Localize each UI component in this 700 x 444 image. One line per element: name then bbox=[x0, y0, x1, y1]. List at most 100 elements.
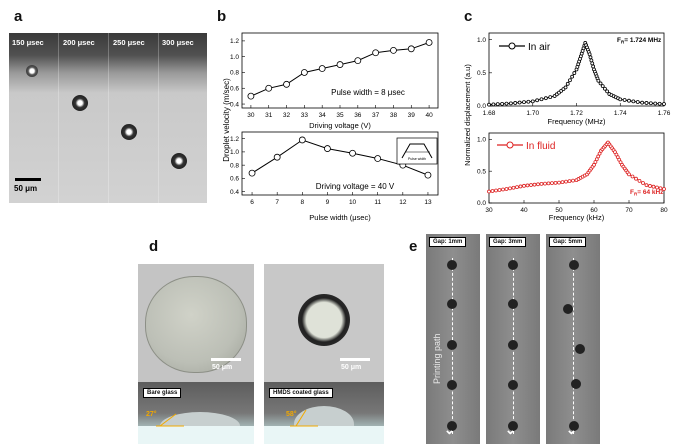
data-point bbox=[504, 101, 509, 106]
data-point bbox=[508, 186, 512, 191]
data-point bbox=[570, 74, 575, 79]
y-tick-label: 0.0 bbox=[477, 200, 486, 207]
data-point bbox=[648, 184, 652, 188]
x-tick-label: 1.70 bbox=[526, 110, 539, 117]
data-point bbox=[298, 136, 306, 144]
data-point bbox=[424, 171, 432, 179]
gap-label-5mm: Gap: 5mm bbox=[549, 237, 587, 247]
data-point bbox=[563, 85, 568, 90]
data-point bbox=[529, 183, 533, 187]
x-tick-label: 35 bbox=[336, 112, 344, 119]
data-point bbox=[597, 151, 602, 156]
panel-a-micrograph: 150 μsec 200 μsec 250 μsec 300 μsec 50 μ… bbox=[9, 33, 207, 203]
panel-e-gap-3mm: Gap: 3mm ⌄ bbox=[486, 234, 540, 444]
data-point bbox=[637, 178, 642, 183]
print-dot bbox=[575, 344, 585, 354]
data-point bbox=[511, 185, 516, 190]
data-point bbox=[571, 178, 575, 183]
x-axis-label: Driving voltage (V) bbox=[309, 121, 371, 130]
print-dot bbox=[508, 380, 518, 390]
data-point bbox=[553, 180, 558, 185]
x-tick-label: 36 bbox=[354, 112, 362, 119]
x-tick-label: 6 bbox=[250, 199, 254, 206]
y-tick-label: 0.0 bbox=[477, 103, 486, 110]
data-point bbox=[508, 101, 513, 106]
scale-bar-d-right bbox=[340, 358, 370, 361]
caption-hmds-glass: HMDS coated glass bbox=[269, 388, 333, 398]
data-point bbox=[349, 149, 356, 157]
y-tick-label: 0.8 bbox=[230, 162, 239, 169]
time-label-200: 200 μsec bbox=[63, 38, 95, 47]
print-dot bbox=[569, 260, 579, 270]
data-point bbox=[354, 57, 362, 65]
data-point bbox=[494, 188, 498, 193]
data-point bbox=[565, 81, 570, 86]
droplet-250 bbox=[121, 124, 137, 140]
print-dot bbox=[447, 380, 457, 390]
series-line-2 bbox=[488, 41, 665, 106]
x-tick-label: 13 bbox=[424, 199, 432, 206]
x-tick-label: 10 bbox=[349, 199, 357, 206]
path-line-5 bbox=[573, 258, 574, 434]
data-point bbox=[390, 46, 397, 54]
x-tick-label: 1.68 bbox=[483, 110, 496, 117]
data-point bbox=[504, 187, 509, 191]
data-point bbox=[587, 52, 592, 57]
x-tick-label: 1.72 bbox=[570, 110, 583, 117]
print-dot bbox=[563, 304, 573, 314]
x-tick-label: 8 bbox=[300, 199, 304, 206]
x-tick-label: 11 bbox=[374, 199, 381, 206]
x-axis-label: Frequency (kHz) bbox=[549, 213, 605, 222]
data-point bbox=[515, 185, 519, 189]
angle-label-hmds: 58° bbox=[286, 411, 297, 418]
data-point bbox=[518, 184, 523, 189]
data-point bbox=[589, 58, 594, 63]
y-tick-label: 0.5 bbox=[477, 70, 486, 77]
panel-label-b: b bbox=[217, 8, 227, 25]
angle-mark-bare bbox=[156, 413, 184, 427]
print-dot bbox=[508, 260, 518, 270]
freq-label-air: FR= 1.724 MHz bbox=[617, 37, 662, 45]
data-point bbox=[265, 84, 273, 92]
y-tick-label: 0.8 bbox=[230, 70, 239, 77]
data-point bbox=[648, 101, 653, 106]
series-line-3 bbox=[488, 141, 665, 192]
legend-in-air: In air bbox=[499, 42, 551, 53]
x-tick-label: 1.74 bbox=[614, 110, 627, 117]
panel-b-ylabel: Droplet velocity (m/sec) bbox=[222, 78, 231, 162]
print-dot bbox=[508, 299, 518, 309]
x-tick-label: 30 bbox=[485, 207, 493, 214]
data-point bbox=[568, 78, 572, 83]
data-point bbox=[374, 155, 382, 162]
data-point bbox=[543, 181, 547, 186]
y-tick-label: 0.4 bbox=[230, 189, 239, 196]
data-point bbox=[594, 157, 599, 162]
data-point bbox=[651, 184, 656, 189]
data-point bbox=[530, 99, 535, 104]
data-point bbox=[500, 101, 505, 106]
y-tick-label: 0.4 bbox=[230, 101, 239, 108]
droplet-150 bbox=[26, 65, 38, 77]
data-point bbox=[655, 185, 659, 190]
data-point bbox=[600, 84, 605, 88]
x-tick-label: 7 bbox=[275, 199, 279, 206]
caption-bare-glass: Bare glass bbox=[143, 388, 182, 398]
data-point bbox=[603, 86, 607, 91]
x-tick-label: 40 bbox=[520, 207, 528, 214]
scale-bar-a bbox=[15, 178, 41, 181]
data-point bbox=[539, 182, 544, 186]
data-point bbox=[592, 162, 596, 167]
data-point bbox=[539, 97, 544, 102]
data-point bbox=[590, 61, 595, 66]
data-point bbox=[596, 154, 601, 159]
angle-label-bare: 27° bbox=[146, 411, 157, 418]
beaded-droplet bbox=[298, 294, 350, 346]
x-tick-label: 30 bbox=[247, 112, 255, 119]
data-point bbox=[588, 55, 593, 60]
print-dot bbox=[571, 379, 581, 389]
data-point bbox=[522, 100, 526, 105]
plot-frame-1 bbox=[241, 131, 439, 196]
data-point bbox=[560, 180, 565, 185]
print-dot bbox=[447, 260, 457, 270]
x-tick-label: 39 bbox=[408, 112, 416, 119]
